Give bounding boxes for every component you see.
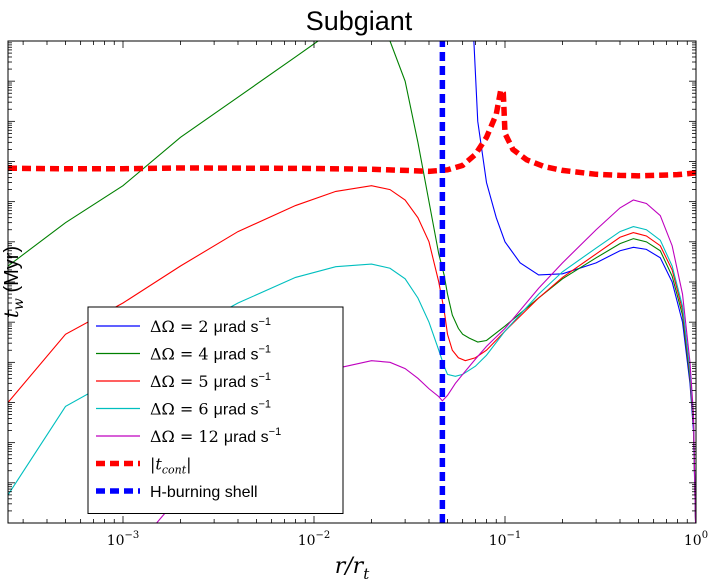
legend-label-6: H-burning shell bbox=[150, 484, 258, 501]
series-line-1 bbox=[8, 41, 696, 523]
legend: ΔΩ = 2 μrad s−1 ΔΩ = 4 μrad s−1 ΔΩ = 5 μra… bbox=[87, 306, 344, 514]
legend-label-4: ΔΩ = 12 μrad s−1 bbox=[150, 426, 281, 446]
legend-label-0: ΔΩ = 2 μrad s−1 bbox=[150, 316, 271, 336]
x-tick-label-3: 100 bbox=[684, 530, 708, 549]
series-line-2 bbox=[8, 185, 696, 523]
y-axis-label: tw (Myr) bbox=[0, 246, 27, 318]
chart-title: Subgiant bbox=[306, 6, 413, 36]
series-line-3 bbox=[8, 225, 696, 523]
x-tick-label-2: 10−1 bbox=[489, 530, 522, 549]
x-axis-label: r/rt bbox=[335, 554, 370, 579]
ticks-layer bbox=[8, 40, 697, 524]
legend-label-5: |tcont| bbox=[150, 455, 192, 477]
x-tick-label-1: 10−2 bbox=[298, 530, 331, 549]
series-line-5 bbox=[8, 83, 696, 179]
legend-box bbox=[87, 306, 344, 514]
legend-label-1: ΔΩ = 4 μrad s−1 bbox=[150, 344, 271, 364]
legend-label-3: ΔΩ = 6 μrad s−1 bbox=[150, 399, 271, 419]
legend-label-2: ΔΩ = 5 μrad s−1 bbox=[150, 371, 271, 391]
x-tick-label-0: 10−3 bbox=[107, 530, 140, 549]
labels-layer: 10−310−210−110010−610−510−410−310−210−11… bbox=[0, 246, 708, 579]
series-line-0 bbox=[473, 41, 696, 523]
